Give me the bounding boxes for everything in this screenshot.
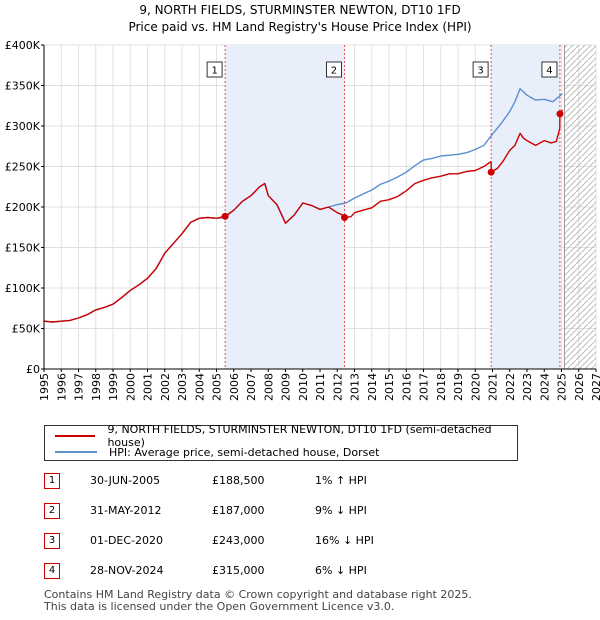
- x-tick-label: 2027: [590, 373, 600, 401]
- legend: 9, NORTH FIELDS, STURMINSTER NEWTON, DT1…: [44, 423, 518, 461]
- x-tick-label: 2000: [124, 373, 137, 401]
- y-tick-label: £250K: [5, 161, 41, 174]
- legend-label-property: 9, NORTH FIELDS, STURMINSTER NEWTON, DT1…: [107, 423, 492, 449]
- price-chart: 1 2 3 4 £0 £50K £100K £150K £200K £250K £300K £350…: [5, 39, 600, 401]
- x-tick-label: 2023: [521, 373, 534, 401]
- x-tick-label: 2018: [435, 373, 448, 401]
- sale-number-box: [472, 61, 489, 78]
- sale-hpi-diff: 1% ↑ HPI: [315, 474, 367, 487]
- x-tick-label: 2024: [538, 373, 551, 401]
- sale-number-box: [325, 61, 342, 78]
- chart-title: 9, NORTH FIELDS, STURMINSTER NEWTON, DT1…: [0, 2, 600, 36]
- legend-swatch-hpi: [55, 451, 97, 453]
- x-tick-label: 2014: [366, 373, 379, 401]
- sale-row: 4 28-NOV-2024 £315,000 6% ↓ HPI: [44, 562, 444, 582]
- x-tick-label: 1998: [90, 373, 103, 401]
- sale-date: 31-MAY-2012: [90, 504, 162, 517]
- sale-number-boxes: 1 2 3 4: [206, 61, 558, 78]
- sale-number-label: 4: [546, 66, 552, 77]
- x-tick-label: 2016: [400, 373, 413, 401]
- x-tick-label: 2021: [487, 373, 500, 401]
- y-tick-label: £200K: [5, 201, 41, 214]
- x-tick-label: 2011: [314, 373, 327, 401]
- footer: Contains HM Land Registry data © Crown c…: [44, 589, 472, 613]
- sale-point: [487, 168, 495, 176]
- x-tick-label: 2009: [280, 373, 293, 401]
- legend-item-property: 9, NORTH FIELDS, STURMINSTER NEWTON, DT1…: [55, 423, 517, 449]
- y-tick-label: £150K: [5, 242, 41, 255]
- x-tick-label: 2012: [331, 373, 344, 401]
- x-tick-label: 2026: [573, 373, 586, 401]
- y-tick-label: £100K: [5, 282, 41, 295]
- legend-label-hpi: HPI: Average price, semi-detached house,…: [109, 445, 380, 459]
- sale-marker-lines: [224, 45, 561, 369]
- x-tick-label: 2001: [142, 373, 155, 401]
- x-tick-label: 2020: [469, 373, 482, 401]
- sale-number-badge: 4: [44, 563, 60, 579]
- x-tick-label: 1996: [55, 373, 68, 401]
- sale-date: 30-JUN-2005: [90, 474, 161, 487]
- series-lines: [43, 87, 563, 323]
- sale-hpi-diff: 6% ↓ HPI: [315, 564, 367, 577]
- sale-number-badge: 2: [44, 503, 60, 519]
- sale-number-label: 3: [477, 66, 483, 77]
- sale-number-badge: 3: [44, 533, 60, 549]
- x-tick-label: 2025: [556, 373, 569, 401]
- x-tick-label: 2013: [349, 373, 362, 401]
- sale-point: [556, 110, 564, 118]
- y-tick-label: £50K: [12, 323, 41, 336]
- sale-row: 3 01-DEC-2020 £243,000 16% ↓ HPI: [44, 532, 444, 552]
- y-tick-label: £350K: [5, 80, 41, 93]
- sale-hpi-diff: 9% ↓ HPI: [315, 504, 367, 517]
- footer-copyright: Contains HM Land Registry data © Crown c…: [44, 588, 472, 601]
- x-tick-label: 2005: [211, 373, 224, 401]
- sale-number-label: 2: [331, 66, 337, 77]
- x-tick-label: 1995: [38, 373, 51, 401]
- legend-item-hpi: HPI: Average price, semi-detached house,…: [55, 444, 379, 460]
- y-tick-label: £400K: [5, 39, 41, 52]
- x-tick-label: 2007: [245, 373, 258, 401]
- forecast-hatch: [563, 45, 596, 369]
- shaded-period: [225, 45, 345, 369]
- legend-swatch-property: [55, 435, 96, 437]
- sale-point: [340, 214, 348, 222]
- sale-number-badge: 1: [44, 473, 60, 489]
- sale-point: [221, 212, 229, 220]
- footer-licence: This data is licensed under the Open Gov…: [44, 600, 395, 613]
- x-tick-label: 2019: [452, 373, 465, 401]
- sale-price: £315,000: [212, 564, 265, 577]
- x-tick-label: 2002: [159, 373, 172, 401]
- x-tick-label: 2008: [262, 373, 275, 401]
- x-tick-label: 2015: [383, 373, 396, 401]
- x-tick-label: 1999: [107, 373, 120, 401]
- x-tick-label: 2017: [418, 373, 431, 401]
- x-tick-label: 2010: [297, 373, 310, 401]
- axes: £0 £50K £100K £150K £200K £250K £300K £350K £400…: [5, 39, 600, 401]
- sale-number-label: 1: [211, 66, 217, 77]
- chart-title-line1: 9, NORTH FIELDS, STURMINSTER NEWTON, DT1…: [139, 3, 461, 17]
- x-tick-label: 2004: [193, 373, 206, 401]
- x-tick-label: 2006: [228, 373, 241, 401]
- sale-price: £243,000: [212, 534, 265, 547]
- property-price-line: [43, 109, 563, 323]
- sale-price: £188,500: [212, 474, 265, 487]
- y-tick-label: £300K: [5, 120, 41, 133]
- shaded-period: [491, 45, 560, 369]
- sale-number-box: [206, 61, 223, 78]
- sale-number-box: [541, 61, 558, 78]
- sale-hpi-diff: 16% ↓ HPI: [315, 534, 374, 547]
- y-tick-label: £0: [26, 363, 40, 376]
- sale-date: 01-DEC-2020: [90, 534, 164, 547]
- sale-price: £187,000: [212, 504, 265, 517]
- x-tick-label: 1997: [73, 373, 86, 401]
- sale-row: 1 30-JUN-2005 £188,500 1% ↑ HPI: [44, 472, 444, 492]
- x-tick-label: 2003: [176, 373, 189, 401]
- forecast-region: [564, 45, 596, 369]
- chart-title-line2: Price paid vs. HM Land Registry's House …: [128, 20, 472, 34]
- x-tick-label: 2022: [504, 373, 517, 401]
- sale-row: 2 31-MAY-2012 £187,000 9% ↓ HPI: [44, 502, 444, 522]
- sale-points: [221, 110, 564, 222]
- shaded-periods: [225, 45, 560, 369]
- sale-date: 28-NOV-2024: [90, 564, 164, 577]
